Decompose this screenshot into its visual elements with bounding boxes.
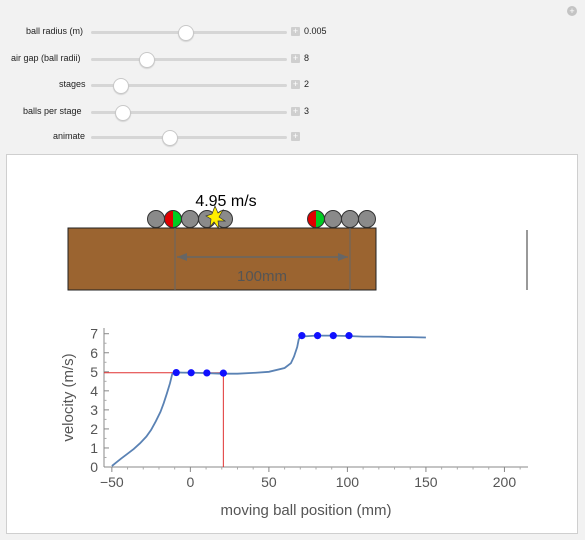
y-tick-label: 0 xyxy=(90,459,98,475)
ball-point xyxy=(329,332,337,340)
control-value: 8 xyxy=(304,53,310,63)
control-value: 0.005 xyxy=(304,26,327,36)
control-air-gap: air gap (ball radii) + 8 xyxy=(0,51,380,68)
x-axis-label: moving ball position (mm) xyxy=(221,502,392,519)
expand-button[interactable]: + xyxy=(291,106,300,116)
ball-radius-slider[interactable] xyxy=(91,25,287,41)
y-tick-label: 3 xyxy=(90,402,98,418)
x-tick-label: 100 xyxy=(336,474,360,490)
x-tick-label: 50 xyxy=(261,474,277,490)
control-label: balls per stage xyxy=(23,106,82,116)
dimension-arrow-right xyxy=(338,253,348,261)
ball-point xyxy=(203,369,211,377)
control-label: stages xyxy=(59,79,86,89)
control-label: ball radius (m) xyxy=(26,26,84,36)
y-tick-label: 7 xyxy=(90,326,98,342)
expand-button[interactable]: + xyxy=(291,53,300,63)
control-stages: stages + 2 xyxy=(0,77,380,94)
stage-two-ball xyxy=(307,210,325,228)
speed-label: 4.95 m/s xyxy=(195,193,256,210)
impact-spark-icon xyxy=(205,205,227,230)
ball xyxy=(341,210,359,228)
y-tick-label: 2 xyxy=(90,421,98,437)
y-tick-label: 6 xyxy=(90,345,98,361)
expand-button[interactable]: + xyxy=(291,26,300,36)
slider-thumb[interactable] xyxy=(115,105,132,121)
x-tick-label: 0 xyxy=(186,474,194,490)
y-tick-label: 4 xyxy=(90,383,98,399)
control-ball-radius: ball radius (m) + 0.005 xyxy=(0,24,380,41)
control-label: air gap (ball radii) xyxy=(11,53,81,63)
stages-slider[interactable] xyxy=(91,78,287,94)
air-gap-slider[interactable] xyxy=(91,52,287,68)
dimension-label: 100mm xyxy=(237,268,287,285)
settings-icon[interactable]: + xyxy=(567,6,577,16)
animate-slider[interactable] xyxy=(91,130,287,146)
output-panel: 100mm 4.95 m/s −50 0 50 100 xyxy=(6,154,578,534)
x-tick-label: −50 xyxy=(100,474,124,490)
slider-thumb[interactable] xyxy=(162,130,179,146)
y-axis-label: velocity (m/s) xyxy=(60,353,77,441)
slider-thumb[interactable] xyxy=(113,78,130,94)
control-balls-per-stage: balls per stage + 3 xyxy=(0,104,380,121)
x-tick-label: 150 xyxy=(414,474,438,490)
slider-thumb[interactable] xyxy=(178,25,195,41)
moving-ball xyxy=(164,210,182,228)
ball xyxy=(324,210,342,228)
y-tick-label: 5 xyxy=(90,364,98,380)
ball-point xyxy=(187,369,195,377)
x-tick-label: 200 xyxy=(493,474,517,490)
balls-per-stage-slider[interactable] xyxy=(91,105,287,121)
control-value: 2 xyxy=(304,79,310,89)
control-value: 3 xyxy=(304,106,310,116)
ball-point xyxy=(345,332,353,340)
ball xyxy=(181,210,199,228)
expand-button[interactable]: + xyxy=(291,131,300,141)
ball xyxy=(147,210,165,228)
track-block xyxy=(67,227,377,291)
slider-thumb[interactable] xyxy=(138,52,155,68)
ball-point xyxy=(172,368,180,377)
control-animate: animate + xyxy=(0,129,380,146)
velocity-line xyxy=(111,334,426,467)
ball-point xyxy=(313,332,322,340)
ball xyxy=(358,210,376,228)
track-scene: 100mm 4.95 m/s xyxy=(67,193,528,291)
output-graphics: 100mm 4.95 m/s −50 0 50 100 xyxy=(60,193,528,519)
ball-point xyxy=(298,332,306,340)
y-tick-label: 1 xyxy=(90,440,98,456)
expand-button[interactable]: + xyxy=(291,79,300,89)
control-label: animate xyxy=(53,131,86,141)
ball-point xyxy=(219,369,227,377)
dimension-arrow-left xyxy=(177,253,187,261)
